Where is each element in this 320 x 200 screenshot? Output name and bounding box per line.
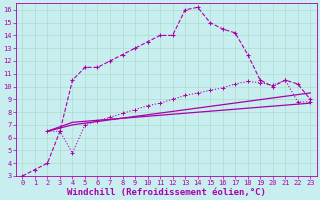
X-axis label: Windchill (Refroidissement éolien,°C): Windchill (Refroidissement éolien,°C): [67, 188, 266, 197]
